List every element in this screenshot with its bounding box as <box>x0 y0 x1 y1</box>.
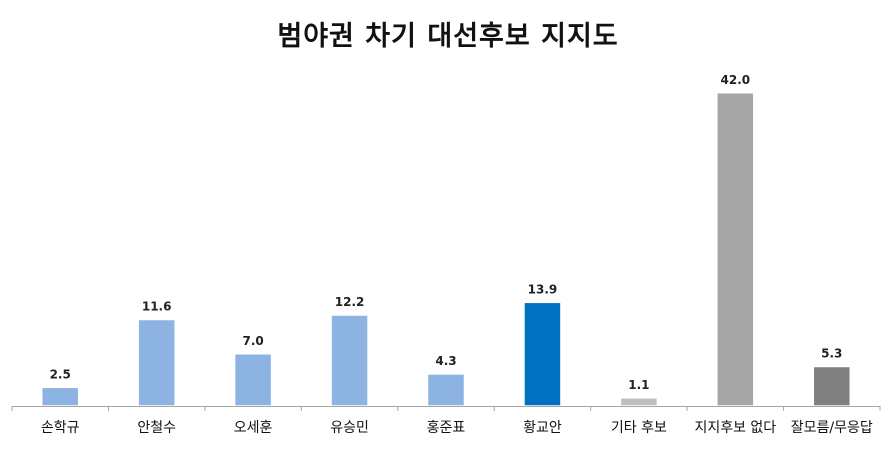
bar-1 <box>40 386 80 407</box>
chart-title: 범야권 차기 대선후보 지지도 <box>277 21 619 52</box>
x-tick-label-3: 오세훈 <box>234 420 273 436</box>
bar-5 <box>426 373 466 407</box>
x-tick-label-9: 잘모름/무응답 <box>791 420 873 436</box>
data-label-5: 4.3 <box>435 354 456 368</box>
data-label-8: 42.0 <box>721 73 751 87</box>
data-label-2: 11.6 <box>142 299 172 313</box>
x-tick-label-6: 황교안 <box>523 420 562 436</box>
x-tick-label-4: 유승민 <box>330 420 369 436</box>
bar-3 <box>233 353 273 407</box>
data-label-4: 12.2 <box>335 295 365 309</box>
x-tick-label-8: 지지후보 없다 <box>694 420 776 436</box>
data-label-1: 2.5 <box>50 367 71 381</box>
bar-2 <box>137 318 176 407</box>
bar-9 <box>812 365 852 407</box>
data-label-7: 1.1 <box>628 378 649 392</box>
x-tick-label-2: 안철수 <box>137 420 176 436</box>
x-tick-label-7: 기타 후보 <box>611 420 667 436</box>
bar-4 <box>330 314 369 407</box>
data-label-6: 13.9 <box>528 282 558 296</box>
data-label-9: 5.3 <box>821 346 842 360</box>
bar-6 <box>523 301 562 407</box>
bar-7 <box>619 397 659 407</box>
x-tick-label-5: 홍준표 <box>427 420 466 436</box>
x-tick-label-1: 손학규 <box>41 420 80 436</box>
bar-8 <box>716 92 755 407</box>
data-label-3: 7.0 <box>242 334 263 348</box>
